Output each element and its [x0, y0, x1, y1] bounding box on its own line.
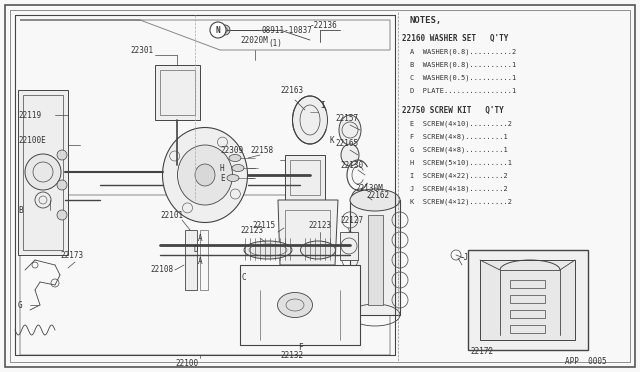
Text: 22115: 22115	[252, 221, 275, 230]
Ellipse shape	[292, 96, 328, 144]
Text: C: C	[242, 273, 246, 282]
Text: E  SCREW(4×10).........2: E SCREW(4×10).........2	[410, 121, 512, 127]
Text: 22123: 22123	[240, 225, 263, 234]
Text: 22301: 22301	[130, 45, 153, 55]
Text: 22101: 22101	[160, 211, 183, 219]
Text: 22158: 22158	[250, 145, 273, 154]
Bar	[285, 210, 330, 255]
Bar	[480, 260, 575, 340]
Text: 22157: 22157	[335, 113, 358, 122]
Text: E: E	[220, 173, 225, 183]
Text: 08911-10837: 08911-10837	[262, 26, 313, 35]
Text: F: F	[298, 343, 303, 352]
Ellipse shape	[177, 145, 232, 205]
Text: (1): (1)	[268, 38, 282, 48]
Bar	[240, 265, 360, 345]
Bar	[185, 230, 197, 290]
Text: D  PLATE................1: D PLATE................1	[410, 88, 516, 94]
Bar	[510, 280, 545, 288]
Text: J  SCREW(4×18)........2: J SCREW(4×18)........2	[410, 186, 508, 192]
Bar	[468, 250, 588, 350]
Bar	[510, 295, 545, 303]
Text: NOTES,: NOTES,	[410, 16, 442, 25]
Text: 22309: 22309	[220, 145, 243, 154]
Text: B  WASHER(0.8)..........1: B WASHER(0.8)..........1	[410, 62, 516, 68]
Ellipse shape	[244, 241, 292, 259]
Ellipse shape	[351, 189, 369, 211]
Text: 22020M: 22020M	[240, 35, 268, 45]
Text: 22173: 22173	[60, 250, 83, 260]
Text: H  SCREW(5×10).........1: H SCREW(5×10).........1	[410, 160, 512, 166]
Ellipse shape	[301, 241, 335, 259]
Text: 22108: 22108	[150, 266, 173, 275]
Bar	[200, 230, 208, 290]
Text: 22130: 22130	[340, 160, 363, 170]
Text: I  SCREW(4×22)........2: I SCREW(4×22)........2	[410, 173, 508, 179]
Text: D: D	[194, 246, 198, 254]
Bar	[350, 200, 400, 315]
Text: 22132: 22132	[280, 350, 303, 359]
Circle shape	[57, 180, 67, 190]
Ellipse shape	[341, 144, 359, 166]
Text: 22163: 22163	[280, 86, 303, 94]
Text: 22100E: 22100E	[18, 135, 45, 144]
Ellipse shape	[350, 189, 400, 211]
Bar	[18, 90, 68, 255]
Text: G  SCREW(4×8).........1: G SCREW(4×8).........1	[410, 147, 508, 153]
Text: K: K	[330, 135, 335, 144]
Text: 22162: 22162	[366, 190, 389, 199]
Bar	[368, 215, 383, 305]
Ellipse shape	[232, 164, 244, 171]
Polygon shape	[278, 200, 338, 265]
Text: G: G	[18, 301, 22, 310]
Ellipse shape	[278, 292, 312, 317]
Ellipse shape	[227, 174, 239, 182]
Text: N: N	[216, 26, 220, 35]
Text: A: A	[198, 234, 203, 243]
Circle shape	[220, 25, 230, 35]
Ellipse shape	[339, 115, 361, 145]
Text: A  WASHER(0.8)..........2: A WASHER(0.8)..........2	[410, 49, 516, 55]
Bar	[290, 160, 320, 195]
Circle shape	[25, 154, 61, 190]
Text: 22160 WASHER SET   Q'TY: 22160 WASHER SET Q'TY	[402, 33, 508, 42]
Text: 22165: 22165	[335, 138, 358, 148]
Text: 22130M: 22130M	[355, 183, 383, 192]
Ellipse shape	[229, 154, 241, 161]
Ellipse shape	[195, 164, 215, 186]
Text: 22123: 22123	[308, 221, 331, 230]
Text: A: A	[198, 257, 203, 266]
Bar	[155, 65, 200, 120]
Bar	[510, 325, 545, 333]
Circle shape	[57, 150, 67, 160]
Text: F  SCREW(4×8).........1: F SCREW(4×8).........1	[410, 134, 508, 140]
Ellipse shape	[163, 128, 248, 222]
Circle shape	[210, 22, 226, 38]
Bar	[510, 310, 545, 318]
Text: -J: -J	[460, 253, 469, 263]
Text: 22119: 22119	[18, 110, 41, 119]
Bar	[23, 95, 63, 250]
Text: 22750 SCREW KIT   Q'TY: 22750 SCREW KIT Q'TY	[402, 106, 504, 115]
Bar	[160, 70, 195, 115]
Text: APP  0005: APP 0005	[565, 357, 607, 366]
Bar	[340, 232, 358, 260]
Text: -22136: -22136	[310, 20, 338, 29]
Text: 22127: 22127	[340, 215, 363, 224]
Text: B: B	[18, 205, 22, 215]
Text: 22100: 22100	[175, 359, 198, 369]
Text: I: I	[320, 100, 324, 109]
Bar	[285, 155, 325, 200]
Text: C  WASHER(0.5)..........1: C WASHER(0.5)..........1	[410, 75, 516, 81]
Circle shape	[57, 210, 67, 220]
Text: K  SCREW(4×12).........2: K SCREW(4×12).........2	[410, 199, 512, 205]
Text: H: H	[220, 164, 225, 173]
Text: 22172: 22172	[470, 347, 493, 356]
